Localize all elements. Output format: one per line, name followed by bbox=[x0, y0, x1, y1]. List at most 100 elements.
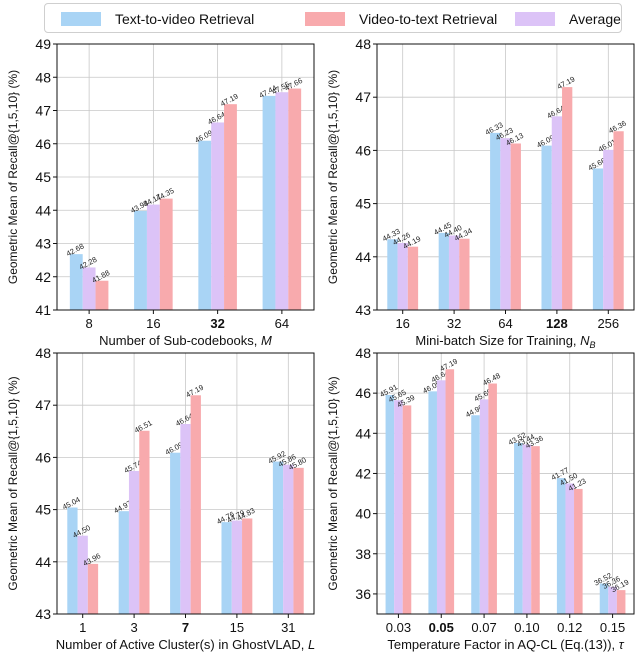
legend-label-video-to-text: Video-to-text Retrieval bbox=[359, 11, 498, 27]
y-tick-label: 46 bbox=[35, 449, 51, 465]
bar-text-to-video-retrieval-1 bbox=[67, 507, 78, 614]
y-tick-label: 41 bbox=[35, 302, 51, 318]
chart-panel-3: 45.04 44.9746.0944.7645.9244.5045.7446.64… bbox=[6, 345, 315, 652]
bar-average-3 bbox=[128, 470, 140, 614]
y-tick-label: 48 bbox=[355, 345, 371, 361]
y-tick-label: 38 bbox=[355, 546, 371, 562]
x-tick-label: 64 bbox=[275, 316, 289, 331]
bar-video-to-text-retrieval-8 bbox=[95, 280, 109, 310]
x-tick-label: 1 bbox=[79, 620, 86, 635]
bar-average-64 bbox=[275, 92, 289, 311]
bar-average-32 bbox=[211, 122, 225, 310]
legend-swatch-text-to-video bbox=[61, 12, 101, 26]
bar-text-to-video-retrieval-8 bbox=[69, 254, 83, 310]
y-tick-label: 47 bbox=[35, 103, 51, 119]
x-tick-label: 3 bbox=[130, 620, 137, 635]
bar-video-to-text-retrieval-0.07 bbox=[488, 383, 497, 614]
y-tick-label: 43 bbox=[355, 302, 371, 318]
legend: Text-to-video Retrieval Video-to-text Re… bbox=[44, 3, 622, 33]
bar-text-to-video-retrieval-0.07 bbox=[471, 415, 480, 614]
bar-video-to-text-retrieval-64 bbox=[288, 88, 302, 311]
y-tick-label: 47 bbox=[355, 89, 371, 105]
bar-video-to-text-retrieval-256 bbox=[613, 131, 624, 310]
bar-text-to-video-retrieval-128 bbox=[541, 145, 552, 310]
bar-average-32 bbox=[448, 235, 460, 310]
bar-text-to-video-retrieval-32 bbox=[438, 232, 449, 310]
y-tick-label: 46 bbox=[35, 136, 51, 152]
y-tick-label: 45 bbox=[355, 196, 371, 212]
x-tick-label: 16 bbox=[395, 316, 409, 331]
bar-video-to-text-retrieval-32 bbox=[224, 104, 237, 311]
y-tick-label: 44 bbox=[35, 202, 51, 218]
y-tick-label: 44 bbox=[355, 425, 371, 441]
bar-video-to-text-retrieval-128 bbox=[562, 87, 573, 310]
bar-text-to-video-retrieval-15 bbox=[221, 522, 232, 614]
x-tick-label: 0.07 bbox=[471, 620, 496, 635]
legend-item-video-to-text: Video-to-text Retrieval bbox=[305, 9, 497, 29]
bar-average-16 bbox=[397, 242, 408, 310]
bar-video-to-text-retrieval-64 bbox=[510, 143, 521, 310]
y-tick-label: 46 bbox=[355, 142, 371, 158]
bar-text-to-video-retrieval-31 bbox=[272, 461, 284, 614]
bar-text-to-video-retrieval-0.12 bbox=[556, 478, 566, 614]
y-tick-label: 48 bbox=[35, 345, 51, 361]
bar-text-to-video-retrieval-32 bbox=[198, 140, 212, 310]
legend-label-average: Average bbox=[569, 11, 621, 27]
bar-average-0.07 bbox=[479, 399, 489, 614]
y-axis-label: Geometric Mean of Recall@{1,5,10} (%) bbox=[326, 70, 340, 284]
x-tick-label: 8 bbox=[86, 316, 93, 331]
bar-average-0.10 bbox=[522, 444, 532, 614]
bar-average-1 bbox=[77, 535, 88, 614]
bar-video-to-text-retrieval-0.05 bbox=[445, 369, 455, 614]
bar-average-128 bbox=[551, 116, 563, 311]
bar-video-to-text-retrieval-0.12 bbox=[574, 488, 583, 614]
x-axis-label: Number of Sub-codebooks, M bbox=[99, 333, 272, 348]
y-tick-label: 44 bbox=[355, 249, 371, 265]
bar-average-15 bbox=[231, 520, 243, 614]
chart-panel-1: 42.6843.9846.0947.4442.2844.1746.6447.55… bbox=[6, 36, 315, 348]
bar-text-to-video-retrieval-64 bbox=[262, 95, 276, 311]
x-axis-label: Mini-batch Size for Training, NB bbox=[415, 333, 595, 350]
bar-average-8 bbox=[82, 267, 96, 310]
bar-video-to-text-retrieval-0.15 bbox=[616, 590, 626, 614]
x-axis-label: Temperature Factor in AQ-CL (Eq.(13)), τ bbox=[387, 637, 624, 652]
y-tick-label: 36 bbox=[355, 586, 371, 602]
x-tick-label: 7 bbox=[182, 620, 189, 635]
x-tick-label: 256 bbox=[597, 316, 619, 331]
bar-video-to-text-retrieval-15 bbox=[242, 518, 253, 614]
y-tick-label: 40 bbox=[355, 506, 371, 522]
bar-video-to-text-retrieval-3 bbox=[139, 430, 150, 614]
bar-video-to-text-retrieval-16 bbox=[407, 246, 419, 310]
bar-text-to-video-retrieval-0.15 bbox=[599, 583, 609, 614]
y-tick-label: 46 bbox=[355, 385, 371, 401]
legend-label-text-to-video: Text-to-video Retrieval bbox=[115, 11, 255, 27]
bar-average-0.15 bbox=[608, 586, 617, 614]
legend-swatch-video-to-text bbox=[305, 12, 345, 26]
x-tick-label: 64 bbox=[498, 316, 512, 331]
x-tick-label: 0.12 bbox=[557, 620, 582, 635]
chart-panel-4: 45.91 46.0944.9043.5241.7736.5245.6546.64… bbox=[326, 345, 635, 652]
y-tick-label: 42 bbox=[35, 269, 51, 285]
bar-text-to-video-retrieval-0.05 bbox=[428, 391, 437, 614]
y-tick-label: 48 bbox=[35, 69, 51, 85]
bar-average-256 bbox=[603, 149, 614, 310]
bar-text-to-video-retrieval-16 bbox=[134, 210, 147, 310]
bar-text-to-video-retrieval-0.03 bbox=[385, 394, 395, 614]
plot-frame bbox=[376, 352, 635, 615]
bar-video-to-text-retrieval-1 bbox=[87, 563, 99, 614]
legend-item-average: Average bbox=[515, 9, 621, 29]
y-tick-label: 43 bbox=[35, 606, 51, 622]
bar-average-0.12 bbox=[565, 483, 575, 614]
y-tick-label: 48 bbox=[355, 36, 371, 52]
bar-average-31 bbox=[283, 464, 294, 614]
bar-video-to-text-retrieval-0.10 bbox=[531, 446, 540, 614]
legend-item-text-to-video: Text-to-video Retrieval bbox=[61, 9, 254, 29]
y-tick-label: 47 bbox=[35, 397, 51, 413]
y-tick-label: 45 bbox=[35, 502, 51, 518]
x-tick-label: 32 bbox=[447, 316, 461, 331]
x-tick-label: 0.10 bbox=[514, 620, 539, 635]
x-tick-label: 16 bbox=[146, 316, 160, 331]
bar-average-0.05 bbox=[436, 380, 446, 614]
bar-video-to-text-retrieval-7 bbox=[190, 395, 201, 614]
